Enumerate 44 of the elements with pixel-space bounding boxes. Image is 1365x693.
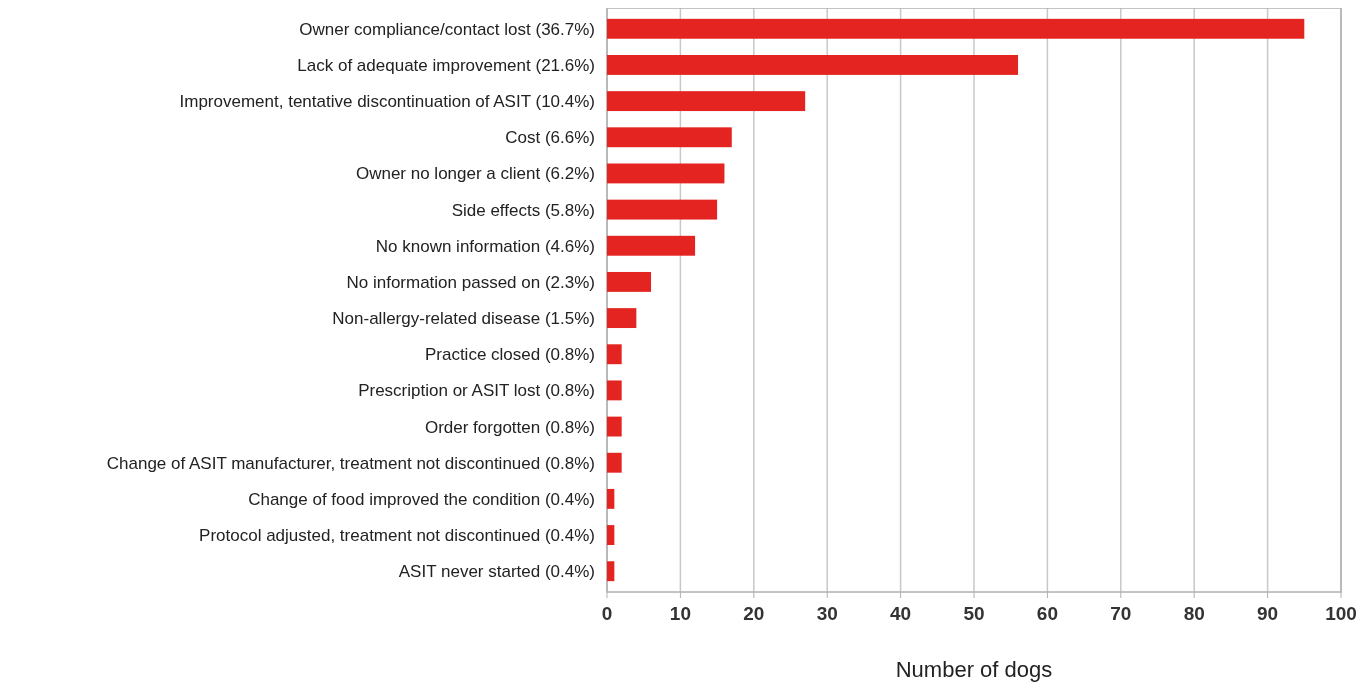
bar bbox=[607, 416, 622, 437]
y-tick-label: Non-allergy-related disease (1.5%) bbox=[332, 309, 595, 329]
x-tick-label: 0 bbox=[601, 603, 613, 624]
x-tick-label: 60 bbox=[1036, 603, 1058, 624]
bar bbox=[607, 308, 637, 329]
bar bbox=[607, 55, 1019, 75]
bar bbox=[607, 163, 725, 184]
bar bbox=[607, 452, 622, 473]
y-tick-label: Protocol adjusted, treatment not discontinued (0.4%) bbox=[199, 526, 595, 545]
bar bbox=[607, 488, 615, 509]
x-tick-label: 20 bbox=[743, 603, 765, 624]
x-tick-label: 30 bbox=[816, 603, 838, 624]
bar bbox=[607, 91, 806, 112]
y-tick-label: Owner no longer a client (6.2%) bbox=[355, 164, 595, 184]
y-tick-label: Change of ASIT manufacturer, treatment not discontinued (0.8%) bbox=[106, 453, 595, 473]
x-tick-label: 50 bbox=[963, 603, 985, 624]
x-axis-title: Number of dogs bbox=[895, 657, 1053, 682]
bar bbox=[607, 561, 615, 582]
y-tick-label: ASIT never started (0.4%) bbox=[398, 562, 595, 582]
bar bbox=[607, 344, 622, 365]
y-tick-label: Order forgotten (0.8%) bbox=[424, 417, 595, 437]
y-tick-label: Lack of adequate improvement (21.6%) bbox=[297, 55, 595, 75]
x-tick-label: 90 bbox=[1257, 603, 1279, 624]
bar bbox=[607, 235, 696, 256]
y-tick-label: Improvement, tentative discontinuation of ASIT (10.4%) bbox=[179, 92, 595, 112]
x-tick-label: 100 bbox=[1325, 603, 1357, 624]
y-tick-label: No known information (4.6%) bbox=[375, 236, 595, 256]
y-tick-label: Side effects (5.8%) bbox=[451, 200, 595, 220]
bar bbox=[607, 199, 718, 220]
x-tick-label: 70 bbox=[1110, 603, 1132, 624]
x-tick-label: 40 bbox=[890, 603, 912, 624]
y-tick-label: Owner compliance/contact lost (36.7%) bbox=[299, 19, 595, 39]
bar bbox=[607, 127, 732, 148]
y-tick-label: Cost (6.6%) bbox=[505, 128, 595, 148]
bar bbox=[607, 525, 615, 545]
y-tick-label: Change of food improved the condition (0.4%) bbox=[248, 489, 595, 509]
y-tick-label: Prescription or ASIT lost (0.8%) bbox=[358, 381, 595, 401]
bar bbox=[607, 18, 1305, 39]
y-tick-label: Practice closed (0.8%) bbox=[424, 345, 595, 365]
bar bbox=[607, 380, 622, 401]
bar bbox=[607, 271, 652, 292]
x-tick-label: 10 bbox=[669, 603, 691, 624]
y-tick-label: No information passed on (2.3%) bbox=[346, 272, 595, 292]
x-tick-label: 80 bbox=[1183, 603, 1205, 624]
